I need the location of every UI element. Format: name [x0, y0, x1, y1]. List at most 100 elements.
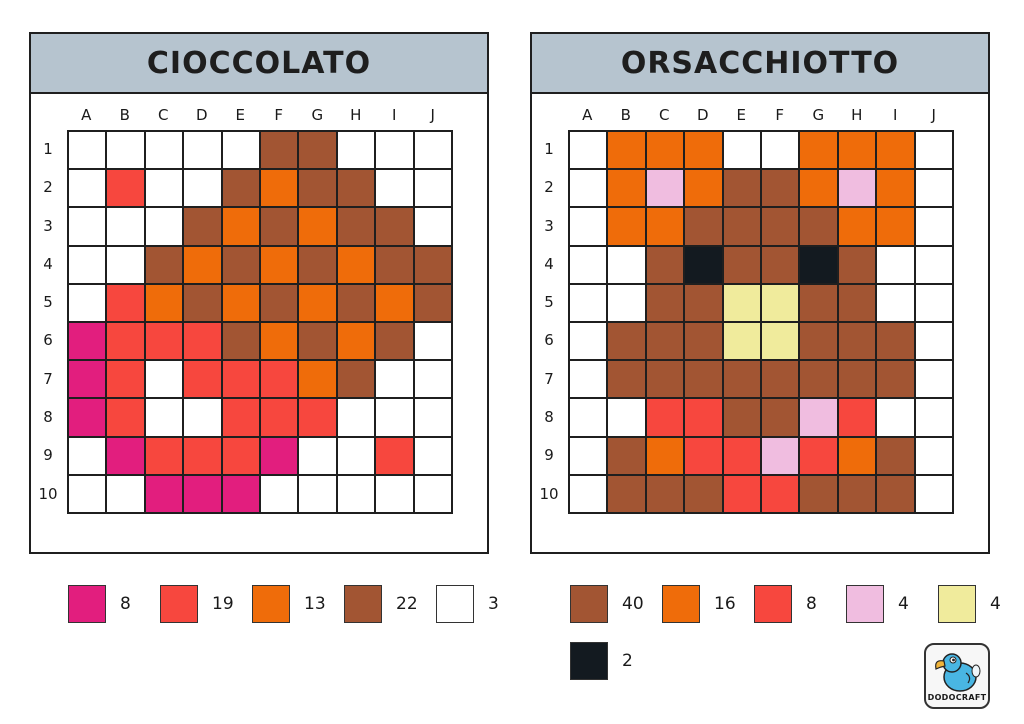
grid-cell-I3[interactable] — [376, 208, 413, 245]
grid-cell-A4[interactable] — [570, 246, 607, 283]
grid-cell-D9[interactable] — [184, 437, 221, 474]
grid-cell-B7[interactable] — [608, 361, 645, 398]
grid-cell-H1[interactable] — [337, 132, 375, 169]
grid-cell-I6[interactable] — [376, 323, 413, 360]
grid-cell-I7[interactable] — [877, 361, 914, 398]
grid-cell-C6[interactable] — [145, 323, 183, 360]
grid-cell-H6[interactable] — [337, 323, 375, 360]
grid-cell-B4[interactable] — [608, 246, 645, 283]
grid-cell-C9[interactable] — [646, 437, 684, 474]
grid-cell-E7[interactable] — [222, 361, 259, 398]
grid-cell-I9[interactable] — [376, 437, 413, 474]
grid-cell-H4[interactable] — [337, 246, 375, 283]
grid-cell-I2[interactable] — [376, 170, 413, 207]
grid-cell-I5[interactable] — [376, 284, 413, 321]
grid-cell-J9[interactable] — [915, 437, 952, 474]
grid-cell-E6[interactable] — [723, 323, 760, 360]
grid-cell-A7[interactable] — [69, 361, 106, 398]
grid-cell-A8[interactable] — [69, 399, 106, 436]
grid-cell-G4[interactable] — [299, 246, 336, 283]
grid-cell-F2[interactable] — [261, 170, 298, 207]
grid-cell-I8[interactable] — [376, 399, 413, 436]
grid-cell-D3[interactable] — [184, 208, 221, 245]
grid-cell-B5[interactable] — [608, 284, 645, 321]
grid-cell-G5[interactable] — [800, 284, 837, 321]
grid-cell-E1[interactable] — [222, 132, 259, 169]
grid-cell-G6[interactable] — [299, 323, 336, 360]
grid-cell-G10[interactable] — [800, 475, 837, 512]
grid-cell-D4[interactable] — [685, 246, 722, 283]
grid-cell-F9[interactable] — [261, 437, 298, 474]
grid-cell-A2[interactable] — [570, 170, 607, 207]
grid-cell-D9[interactable] — [685, 437, 722, 474]
grid-cell-C7[interactable] — [145, 361, 183, 398]
grid-cell-B4[interactable] — [107, 246, 144, 283]
grid-cell-J4[interactable] — [414, 246, 451, 283]
grid-cell-H10[interactable] — [838, 475, 876, 512]
grid-cell-C4[interactable] — [646, 246, 684, 283]
grid-cell-D7[interactable] — [685, 361, 722, 398]
grid-cell-G8[interactable] — [800, 399, 837, 436]
grid-cell-E4[interactable] — [723, 246, 760, 283]
grid-cell-J10[interactable] — [915, 475, 952, 512]
grid-cell-J5[interactable] — [915, 284, 952, 321]
grid-cell-F6[interactable] — [261, 323, 298, 360]
grid-cell-G1[interactable] — [299, 132, 336, 169]
grid-cell-A2[interactable] — [69, 170, 106, 207]
grid-cell-J10[interactable] — [414, 475, 451, 512]
grid-cell-E9[interactable] — [723, 437, 760, 474]
grid-cell-C3[interactable] — [145, 208, 183, 245]
grid-cell-C3[interactable] — [646, 208, 684, 245]
grid-cell-B10[interactable] — [608, 475, 645, 512]
grid-cell-A8[interactable] — [570, 399, 607, 436]
grid-cell-B2[interactable] — [107, 170, 144, 207]
grid-cell-I4[interactable] — [877, 246, 914, 283]
grid-cell-J6[interactable] — [915, 323, 952, 360]
grid-cell-B6[interactable] — [608, 323, 645, 360]
grid-cell-G2[interactable] — [800, 170, 837, 207]
grid-cell-A3[interactable] — [570, 208, 607, 245]
grid-cell-E3[interactable] — [723, 208, 760, 245]
grid-cell-H2[interactable] — [838, 170, 876, 207]
grid-cell-G2[interactable] — [299, 170, 336, 207]
grid-cell-D7[interactable] — [184, 361, 221, 398]
grid-cell-E5[interactable] — [723, 284, 760, 321]
grid-cell-E2[interactable] — [222, 170, 259, 207]
grid-cell-F9[interactable] — [762, 437, 799, 474]
grid-cell-E6[interactable] — [222, 323, 259, 360]
grid-cell-F8[interactable] — [762, 399, 799, 436]
grid-cell-G3[interactable] — [800, 208, 837, 245]
grid-cell-F7[interactable] — [261, 361, 298, 398]
grid-cell-H5[interactable] — [838, 284, 876, 321]
grid-cell-J7[interactable] — [915, 361, 952, 398]
grid-cell-A10[interactable] — [570, 475, 607, 512]
grid-cell-F3[interactable] — [762, 208, 799, 245]
grid-cell-B9[interactable] — [107, 437, 144, 474]
grid-cell-A6[interactable] — [570, 323, 607, 360]
grid-cell-E7[interactable] — [723, 361, 760, 398]
grid-cell-E10[interactable] — [723, 475, 760, 512]
grid-cell-C1[interactable] — [145, 132, 183, 169]
grid-cell-F2[interactable] — [762, 170, 799, 207]
grid-cell-C9[interactable] — [145, 437, 183, 474]
grid-cell-J4[interactable] — [915, 246, 952, 283]
grid-cell-F3[interactable] — [261, 208, 298, 245]
grid-cell-E3[interactable] — [222, 208, 259, 245]
grid-cell-I2[interactable] — [877, 170, 914, 207]
grid-cell-I9[interactable] — [877, 437, 914, 474]
grid-cell-F5[interactable] — [762, 284, 799, 321]
grid-cell-F6[interactable] — [762, 323, 799, 360]
grid-cell-H9[interactable] — [838, 437, 876, 474]
grid-cell-A1[interactable] — [570, 132, 607, 169]
grid-cell-F4[interactable] — [261, 246, 298, 283]
grid-cell-C2[interactable] — [646, 170, 684, 207]
grid-cell-G8[interactable] — [299, 399, 336, 436]
grid-cell-A6[interactable] — [69, 323, 106, 360]
grid-cell-J1[interactable] — [915, 132, 952, 169]
grid-cell-A5[interactable] — [570, 284, 607, 321]
grid-cell-I5[interactable] — [877, 284, 914, 321]
grid-cell-C6[interactable] — [646, 323, 684, 360]
grid-cell-B8[interactable] — [608, 399, 645, 436]
grid-cell-B1[interactable] — [608, 132, 645, 169]
grid-cell-I10[interactable] — [877, 475, 914, 512]
